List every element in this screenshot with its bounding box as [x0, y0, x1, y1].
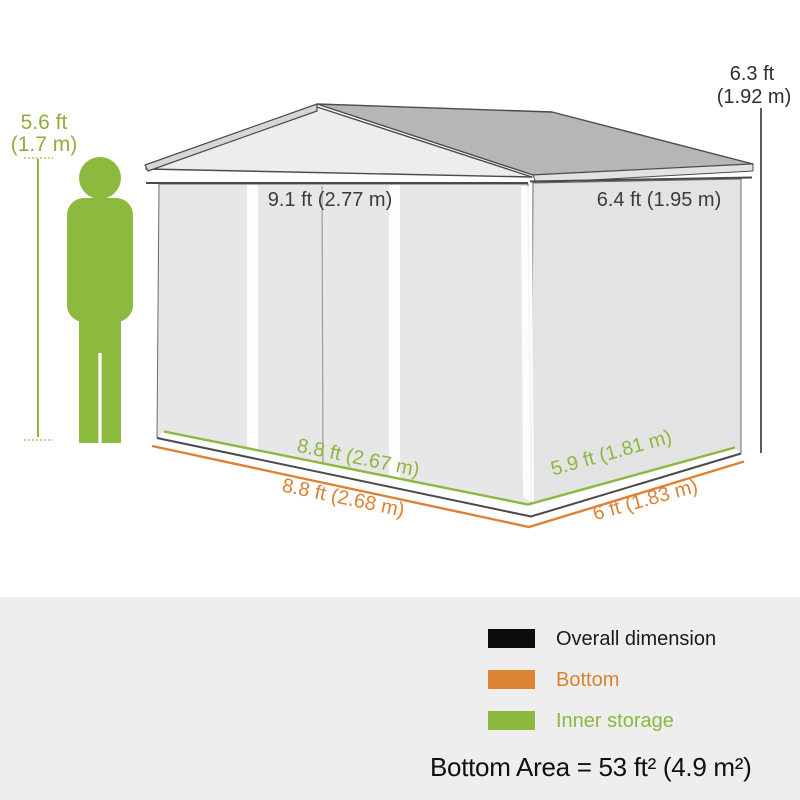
side-depth-line — [529, 176, 753, 183]
info-panel: Note: Before purchasing this product, it… — [0, 597, 800, 800]
legend-label-inner: Inner storage — [556, 710, 674, 732]
shed-drawing: 5.6 ft (1.7 m) — [11, 63, 791, 529]
person-silhouette — [67, 157, 133, 443]
overall-bottom-line — [156, 437, 742, 518]
person-head — [79, 157, 121, 199]
roof-left-edge — [144, 103, 318, 172]
overall-dimension-swatch — [488, 629, 535, 648]
person-height-label-m: (1.7 m) — [11, 133, 78, 156]
shed-walls — [156, 178, 742, 517]
overall-height-label-m: (1.92 m) — [717, 86, 791, 108]
legend-label-bottom: Bottom — [556, 669, 620, 691]
bottom-line — [151, 444, 745, 529]
roof-fascia — [532, 163, 754, 184]
wall-bottom-fade — [157, 432, 741, 516]
front-width-label: 9.1 ft (2.77 m) — [268, 189, 393, 211]
bottom-area-text: Bottom Area = 53 ft² (4.9 m²) — [430, 752, 752, 782]
inner-storage-line — [163, 430, 736, 506]
overall-height-label-ft: 6.3 ft — [730, 63, 775, 85]
inner-storage-swatch — [488, 711, 535, 730]
side-depth-label: 6.4 ft (1.95 m) — [597, 189, 722, 211]
person-height-label-ft: 5.6 ft — [21, 111, 68, 134]
bottom-swatch — [488, 670, 535, 689]
shed-roof — [144, 103, 754, 184]
door-frame-right — [389, 185, 400, 482]
person-height-measure: 5.6 ft (1.7 m) — [11, 111, 78, 441]
legend-label-overall: Overall dimension — [556, 628, 717, 650]
dimension-lines — [146, 108, 762, 529]
wall-corner-highlight — [521, 186, 534, 504]
door-divider — [321, 185, 324, 471]
door-frame-left — [247, 185, 258, 458]
